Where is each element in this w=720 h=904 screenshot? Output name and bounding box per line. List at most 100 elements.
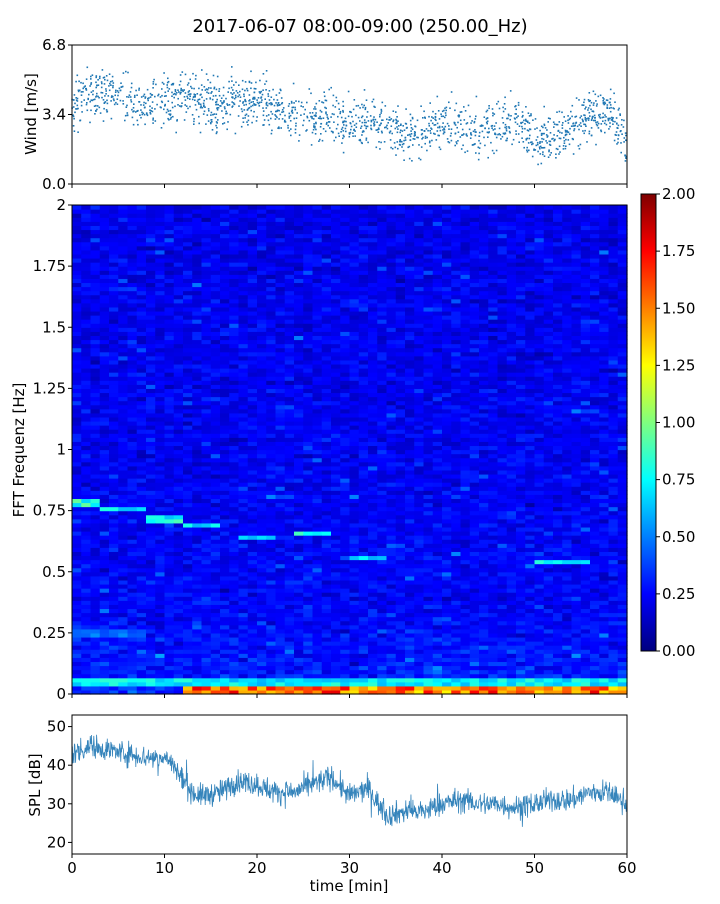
spectrogram-cell bbox=[91, 572, 101, 577]
spectrogram-cell bbox=[192, 266, 202, 271]
wind-point bbox=[113, 100, 115, 102]
wind-point bbox=[166, 84, 168, 86]
spectrogram-cell bbox=[91, 413, 101, 418]
wind-point bbox=[430, 145, 432, 147]
spectrogram-cell bbox=[285, 307, 295, 312]
spectrogram-cell bbox=[220, 613, 230, 618]
spectrogram-cell bbox=[257, 665, 267, 670]
wind-point bbox=[315, 129, 317, 131]
spectrogram-cell bbox=[285, 209, 295, 214]
spectrogram-cell bbox=[81, 278, 91, 283]
spectrogram-cell bbox=[165, 352, 175, 357]
spectrogram-cell bbox=[303, 282, 313, 287]
spectrogram-cell bbox=[137, 380, 147, 385]
spectrogram-cell bbox=[72, 494, 82, 499]
spectrogram-cell bbox=[174, 225, 184, 230]
spectrogram-cell bbox=[128, 266, 138, 271]
spectrogram-cell bbox=[285, 246, 295, 251]
spectrogram-cell bbox=[313, 547, 323, 552]
spectrogram-cell bbox=[91, 633, 101, 638]
wind-point bbox=[264, 119, 266, 121]
spectrogram-cell bbox=[118, 539, 128, 544]
spectrogram-cell bbox=[294, 629, 304, 634]
spectrogram-cell bbox=[165, 560, 175, 565]
spectrogram-cell bbox=[146, 641, 156, 646]
spectrogram-cell bbox=[81, 323, 91, 328]
spectrogram-cell bbox=[248, 209, 258, 214]
spectrogram-cell bbox=[285, 323, 295, 328]
wind-point bbox=[361, 142, 363, 144]
wind-point bbox=[242, 102, 244, 104]
spectrogram-cell bbox=[239, 246, 249, 251]
spectrogram-cell bbox=[192, 657, 202, 662]
spectrogram-cell bbox=[72, 551, 82, 556]
wind-point bbox=[561, 132, 563, 134]
spectrogram-cell bbox=[155, 686, 165, 691]
wind-point bbox=[569, 133, 571, 135]
spectrogram-cell bbox=[229, 323, 239, 328]
spectrogram-cell bbox=[109, 596, 119, 601]
spectrogram-cell bbox=[137, 466, 147, 471]
wind-point bbox=[149, 106, 151, 108]
spectrogram-cell bbox=[248, 225, 258, 230]
spectrogram-cell bbox=[146, 588, 156, 593]
spectrogram-cell bbox=[165, 621, 175, 626]
spectrogram-cell bbox=[211, 547, 221, 552]
spectrogram-cell bbox=[192, 368, 202, 373]
wind-point bbox=[460, 123, 462, 125]
wind-point bbox=[484, 127, 486, 129]
spectrogram-cell bbox=[239, 641, 249, 646]
wind-point bbox=[271, 130, 273, 132]
spectrogram-cell bbox=[183, 474, 193, 479]
spectrogram-cell bbox=[165, 421, 175, 426]
spectrogram-cell bbox=[202, 380, 212, 385]
spectrogram-cell bbox=[183, 234, 193, 239]
wind-point bbox=[549, 144, 551, 146]
wind-point bbox=[267, 93, 269, 95]
spectrogram-cell bbox=[294, 258, 304, 263]
spectrogram-cell bbox=[192, 384, 202, 389]
spectrogram-cell bbox=[239, 458, 249, 463]
spectrogram-cell bbox=[248, 282, 258, 287]
spectrogram-cell bbox=[211, 604, 221, 609]
wind-point bbox=[470, 132, 472, 134]
spectrogram-cell bbox=[146, 234, 156, 239]
spectrogram-cell bbox=[165, 661, 175, 666]
spectrogram-cell bbox=[155, 637, 165, 642]
spectrogram-cell bbox=[165, 348, 175, 353]
spectrogram-cell bbox=[155, 429, 165, 434]
wind-point bbox=[542, 151, 544, 153]
spectrogram-cell bbox=[183, 507, 193, 512]
spectrogram-cell bbox=[266, 425, 276, 430]
spectrogram-cell bbox=[137, 653, 147, 658]
spectrogram-cell bbox=[137, 555, 147, 560]
wind-point bbox=[443, 131, 445, 133]
spectrogram-cell bbox=[211, 613, 221, 618]
wind-point bbox=[494, 125, 496, 127]
spectrogram-cell bbox=[202, 486, 212, 491]
spectrogram-cell bbox=[220, 657, 230, 662]
wind-point bbox=[274, 114, 276, 116]
spectrogram-cell bbox=[202, 376, 212, 381]
spectrogram-cell bbox=[192, 613, 202, 618]
wind-point bbox=[521, 131, 523, 133]
wind-point bbox=[170, 110, 172, 112]
wind-point bbox=[432, 123, 434, 125]
wind-point bbox=[131, 87, 133, 89]
wind-point bbox=[559, 111, 561, 113]
spectrogram-cell bbox=[137, 498, 147, 503]
wind-point bbox=[202, 107, 204, 109]
wind-point bbox=[446, 107, 448, 109]
spectrogram-cell bbox=[248, 527, 258, 532]
spectrogram-cell bbox=[266, 278, 276, 283]
spectrogram-cell bbox=[118, 376, 128, 381]
spectrogram-cell bbox=[303, 478, 313, 483]
spectrogram-cell bbox=[109, 523, 119, 528]
spectrogram-cell bbox=[81, 356, 91, 361]
wind-point bbox=[542, 154, 544, 156]
spectrogram-cell bbox=[91, 433, 101, 438]
spectrogram-cell bbox=[100, 494, 110, 499]
spectrogram-cell bbox=[239, 502, 249, 507]
wind-point bbox=[544, 125, 546, 127]
spectrogram-cell bbox=[81, 649, 91, 654]
